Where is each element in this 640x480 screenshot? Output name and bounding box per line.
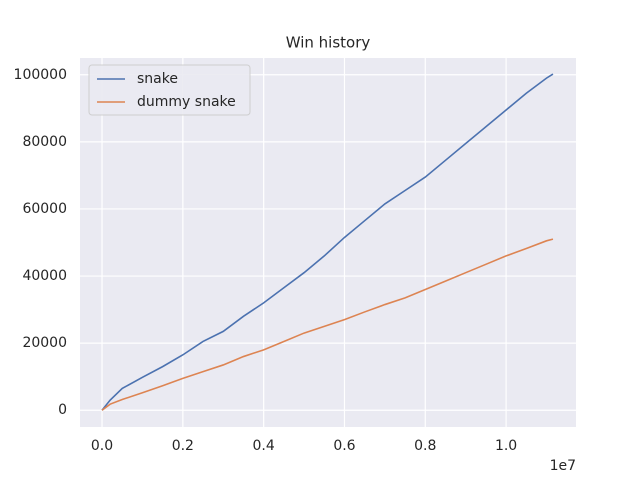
plot-area [80, 58, 576, 427]
y-tick-label: 60000 [22, 201, 67, 217]
x-offset-label: 1e7 [550, 458, 576, 474]
legend-box [88, 64, 251, 116]
y-tick-label: 40000 [22, 268, 67, 284]
x-tick-label: 0.4 [253, 438, 275, 454]
x-tick-label: 0.2 [172, 438, 194, 454]
y-tick-label: 0 [58, 402, 67, 418]
y-tick-label: 100000 [14, 67, 67, 83]
x-tick-label: 0.6 [333, 438, 355, 454]
chart-title: Win history [286, 34, 371, 52]
series-line [101, 238, 554, 411]
y-tick-label: 20000 [22, 335, 67, 351]
x-tick-label: 0.8 [414, 438, 436, 454]
legend-label: snake [137, 71, 178, 87]
y-tick-label: 80000 [22, 134, 67, 150]
x-tick-label: 0.0 [91, 438, 113, 454]
legend-label: dummy snake [137, 94, 236, 110]
x-tick-label: 1.0 [495, 438, 517, 454]
series-line [101, 73, 554, 411]
